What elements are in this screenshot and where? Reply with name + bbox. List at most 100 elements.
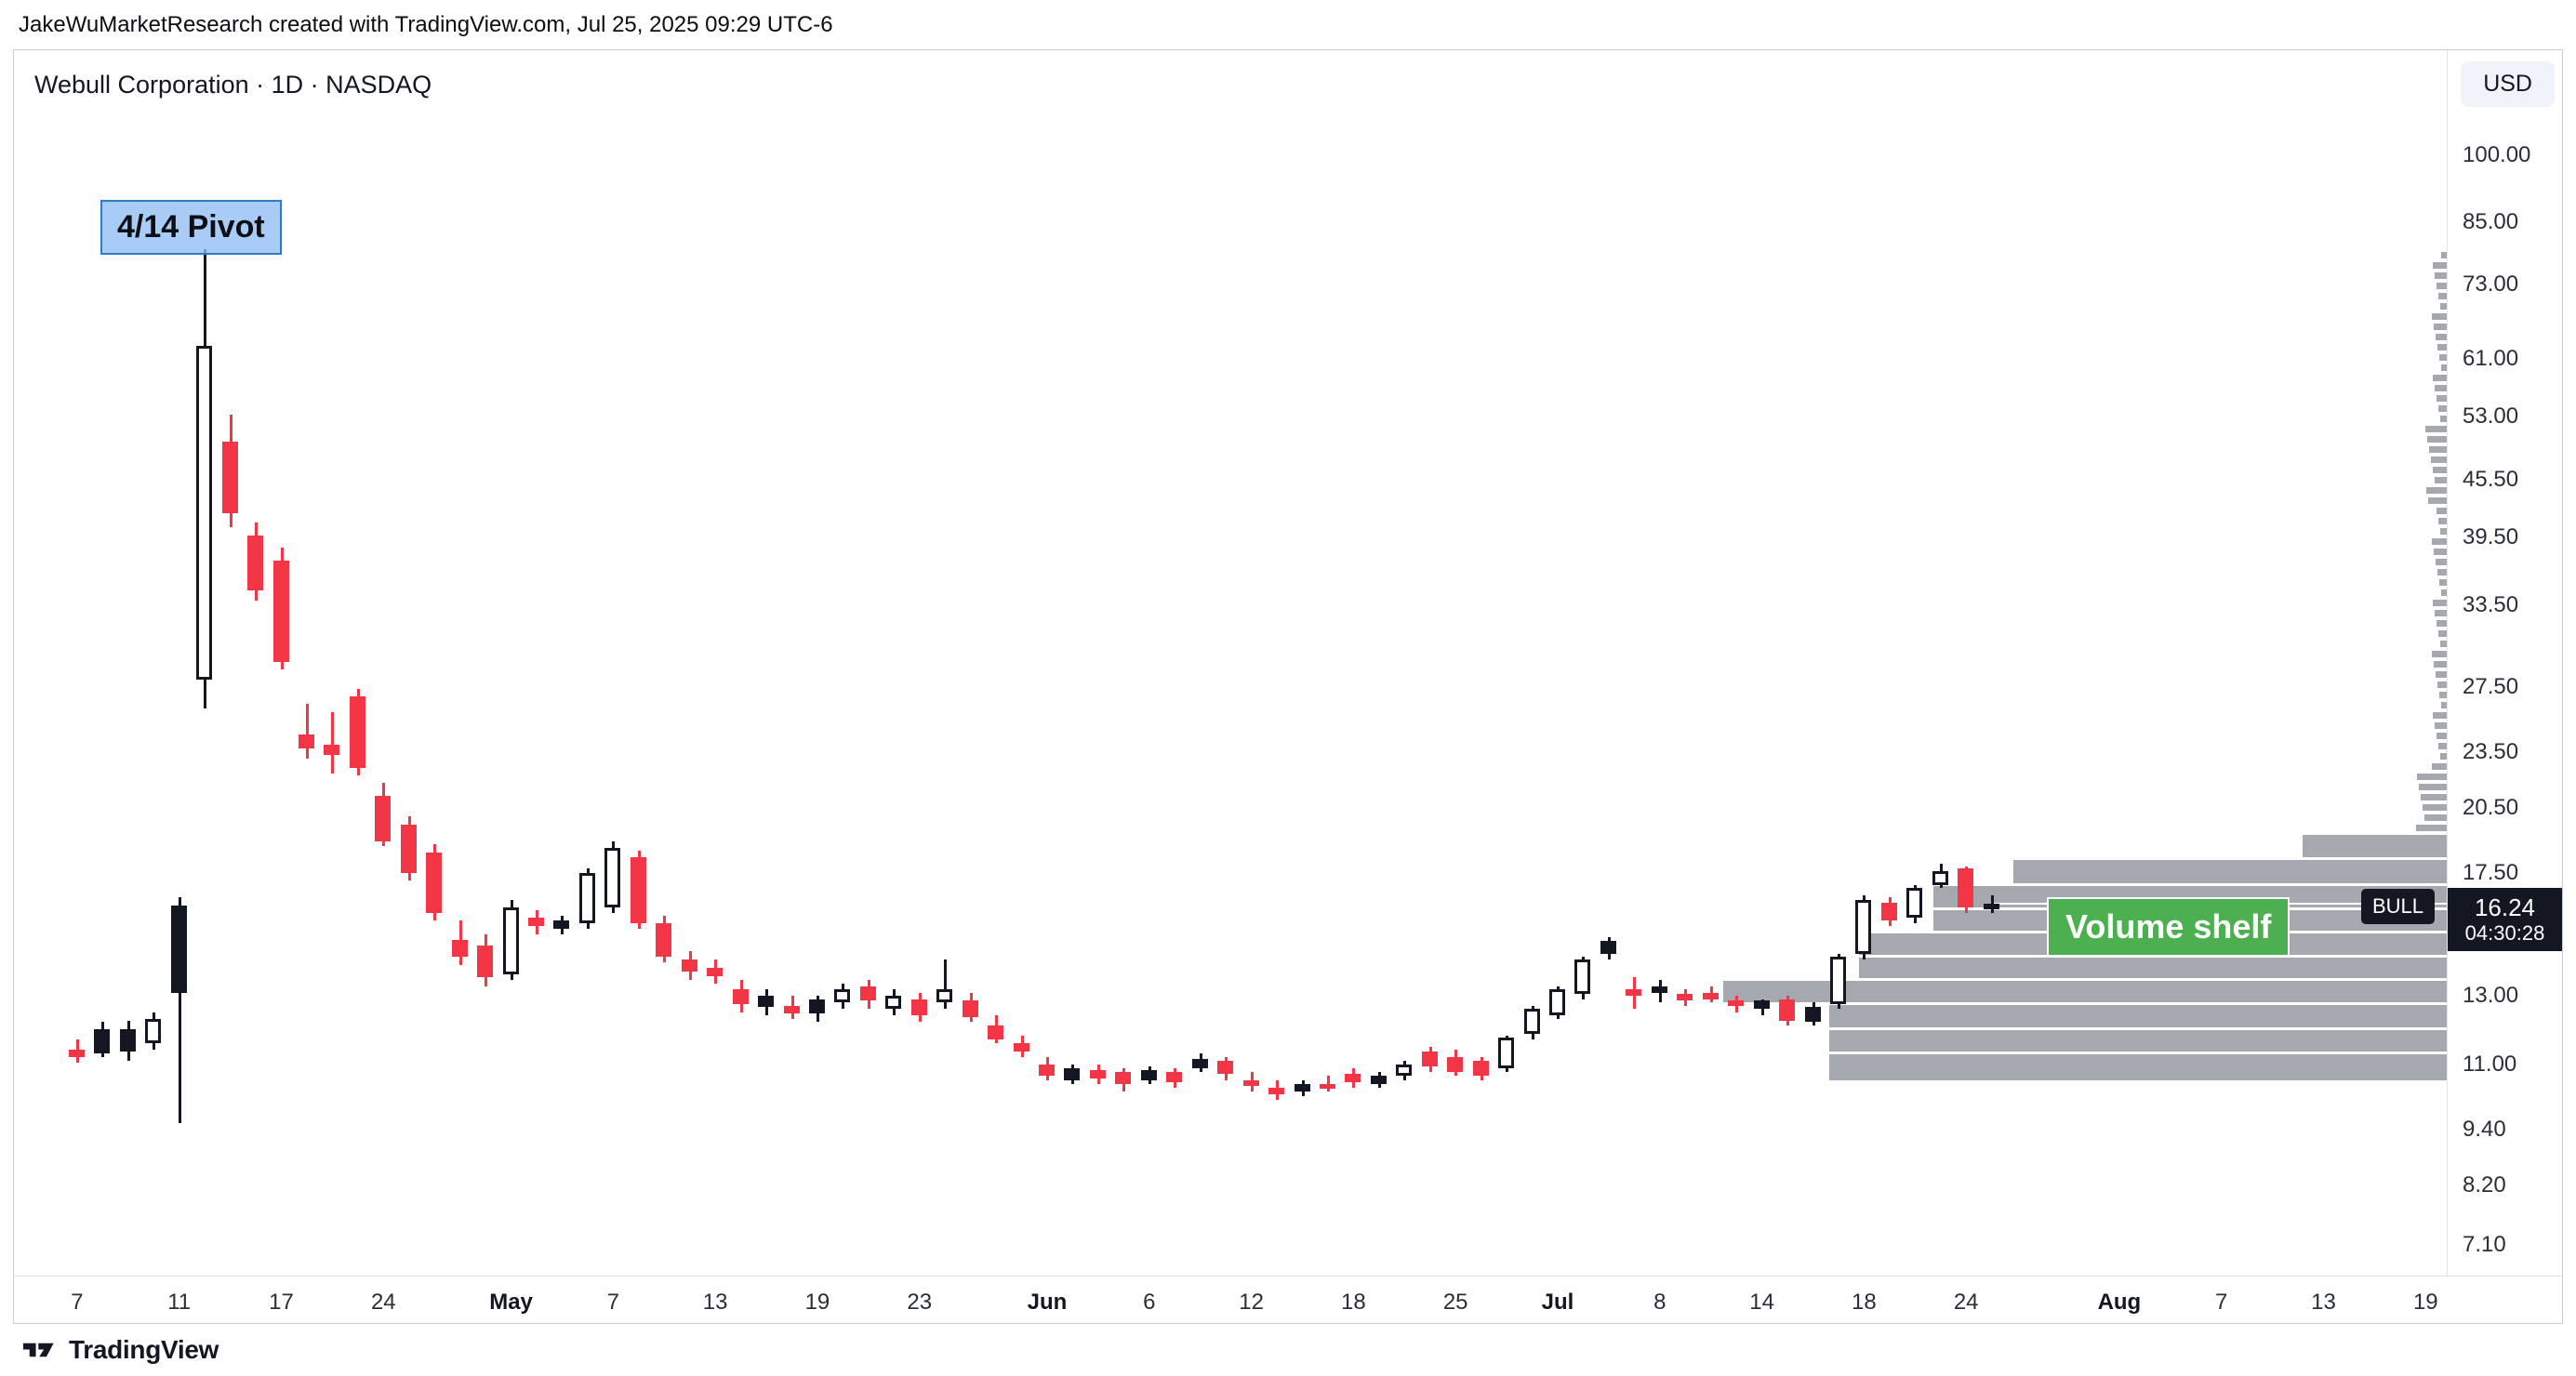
volume-profile-micro-bar	[2437, 344, 2447, 351]
bar-countdown-timer: 04:30:28	[2464, 921, 2545, 945]
candle-body	[1779, 999, 1796, 1021]
candle-wick	[331, 711, 335, 774]
volume-profile-micro-bar	[2424, 814, 2447, 822]
candle-body	[477, 945, 494, 978]
candle-body	[1829, 956, 1846, 1004]
volume-profile-bar	[1859, 957, 2447, 979]
time-axis-label: 7	[71, 1290, 84, 1315]
price-axis-label: 53.00	[2463, 404, 2519, 429]
page-footer: TradingView	[0, 1324, 2576, 1376]
candle-body	[910, 999, 927, 1016]
volume-profile-bar	[2303, 835, 2447, 858]
candle-body	[1370, 1076, 1387, 1084]
volume-profile-micro-bar	[2431, 456, 2447, 464]
time-axis-label: 23	[907, 1290, 933, 1315]
candle-body	[707, 968, 724, 976]
candle-body	[1932, 870, 1948, 886]
candle-body	[1855, 900, 1872, 954]
candle-body	[681, 959, 697, 972]
price-axis-label: 45.50	[2463, 466, 2519, 492]
volume-profile-micro-bar	[2438, 743, 2447, 750]
symbol-title[interactable]: Webull Corporation · 1D · NASDAQ	[34, 71, 432, 99]
currency-usd-button[interactable]: USD	[2461, 61, 2555, 107]
ticker-price-line-badge: BULL	[2361, 889, 2436, 924]
candle-body	[732, 989, 749, 1004]
price-axis-label: 61.00	[2463, 345, 2519, 371]
volume-profile-micro-bar	[2433, 467, 2447, 474]
candle-body	[1906, 887, 1923, 919]
candle-body	[502, 907, 519, 974]
volume-profile-bar	[1723, 981, 2447, 1002]
candle-body	[988, 1025, 1004, 1039]
volume-profile-micro-bar	[2436, 671, 2447, 679]
candle-wick	[305, 704, 309, 760]
volume-profile-micro-bar	[2435, 477, 2447, 484]
price-axis-label: 20.50	[2463, 795, 2519, 821]
tradingview-wordmark[interactable]: TradingView	[69, 1335, 219, 1364]
candle-body	[119, 1028, 136, 1052]
price-axis-label: 9.40	[2463, 1116, 2506, 1142]
volume-profile-micro-bar	[2429, 446, 2447, 454]
candle-body	[68, 1050, 85, 1058]
candle-wick	[1990, 894, 1994, 913]
volume-shelf-annotation-label[interactable]: Volume shelf	[2047, 897, 2291, 957]
candle-body	[272, 560, 289, 663]
chart-pane[interactable]: 100.00 85.00 73.00 61.00 53.00 45.50 39.50 33.5…	[13, 49, 2563, 1324]
price-axis-label: 7.10	[2463, 1232, 2506, 1258]
volume-profile-micro-bar	[2425, 426, 2447, 433]
volume-profile-micro-bar	[2433, 262, 2447, 270]
volume-profile-micro-bar	[2438, 518, 2447, 525]
candle-body	[1345, 1074, 1361, 1082]
candle-body	[962, 1000, 978, 1017]
volume-profile-micro-bar	[2436, 559, 2447, 566]
time-axis-label: 7	[606, 1290, 620, 1315]
time-axis-label: 6	[1143, 1290, 1156, 1315]
candle-body	[1268, 1088, 1285, 1094]
candle-body	[1677, 994, 1693, 1001]
volume-profile-micro-bar	[2440, 641, 2447, 648]
candle-body	[1753, 1000, 1770, 1009]
price-axis-label: 73.00	[2463, 271, 2519, 298]
volume-profile-micro-bar	[2440, 303, 2447, 311]
candle-body	[1039, 1065, 1055, 1077]
candle-body	[1115, 1072, 1132, 1084]
volume-profile-bar	[1829, 1004, 2447, 1027]
candle-body	[1294, 1083, 1310, 1092]
volume-profile-micro-bar	[2434, 549, 2447, 556]
time-axis-label: 19	[804, 1290, 830, 1315]
volume-profile-micro-bar	[2436, 334, 2447, 341]
volume-profile-micro-bar	[2438, 405, 2447, 413]
volume-profile-micro-bar	[2440, 416, 2447, 423]
volume-profile-micro-bar	[2439, 692, 2447, 699]
price-axis-label: 23.50	[2463, 738, 2519, 764]
candle-body	[1600, 941, 1616, 954]
time-axis-label: May	[489, 1290, 533, 1315]
volume-profile-micro-bar	[2440, 528, 2447, 536]
candle-body	[349, 695, 365, 768]
candle-body	[859, 986, 876, 1001]
volume-profile-micro-bar	[2432, 651, 2447, 658]
candle-body	[1319, 1083, 1335, 1089]
volume-profile-micro-bar	[2437, 569, 2447, 576]
candle-wick	[944, 959, 948, 1009]
candle-body	[1626, 989, 1642, 997]
candle-body	[604, 848, 621, 908]
price-axis-label: 17.50	[2463, 860, 2519, 886]
price-axis-label: 27.50	[2463, 673, 2519, 699]
price-axis[interactable]: 100.00 85.00 73.00 61.00 53.00 45.50 39.50 33.5…	[2448, 50, 2562, 1276]
candle-body	[783, 1005, 800, 1014]
time-axis[interactable]: 7 11 17 24 May 7 13 19 23 Jun 6 12 18 25 Jul 8 14 18 24 Aug…	[14, 1277, 2447, 1323]
candle-body	[1702, 992, 1719, 999]
volume-profile-micro-bar	[2437, 508, 2447, 515]
candle-body	[758, 996, 775, 1008]
volume-profile-micro-bar	[2441, 702, 2447, 709]
volume-profile-micro-bar	[2416, 825, 2447, 832]
volume-profile-bar	[2013, 860, 2447, 884]
volume-profile-micro-bar	[2426, 487, 2447, 495]
pivot-annotation-label[interactable]: 4/14 Pivot	[100, 200, 282, 255]
candle-body	[1549, 989, 1565, 1016]
tradingview-logo-icon[interactable]	[22, 1337, 60, 1363]
time-axis-label: 18	[1852, 1290, 1877, 1315]
volume-profile-micro-bar	[2434, 324, 2447, 331]
candle-body	[1472, 1061, 1489, 1077]
